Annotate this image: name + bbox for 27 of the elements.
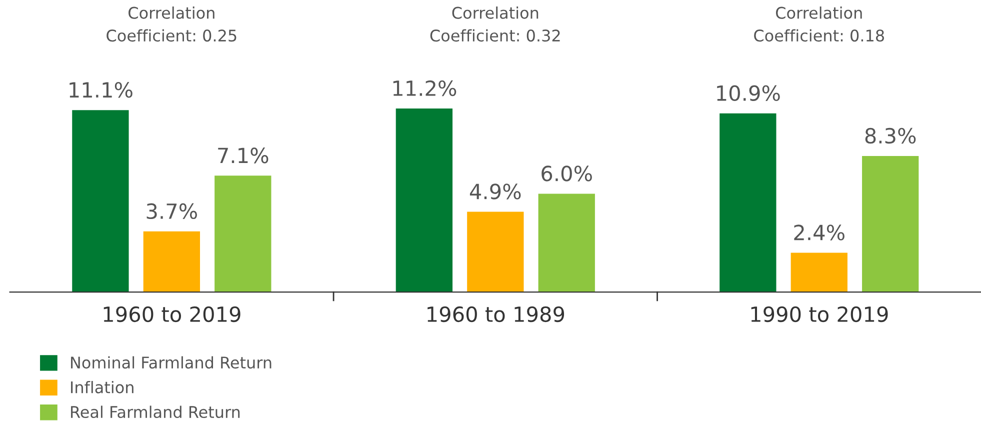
- bar: [467, 212, 524, 292]
- data-label: 7.1%: [218, 148, 268, 164]
- x-tick-label: 1990 to 2019: [751, 306, 888, 322]
- bar: [862, 156, 919, 292]
- legend-label: Inflation: [71, 380, 134, 394]
- bar: [72, 110, 129, 292]
- legend-label: Real Farmland Return: [71, 406, 240, 418]
- data-label: 11.1%: [70, 82, 132, 98]
- bar: [396, 108, 453, 292]
- bar: [143, 231, 200, 292]
- data-label: 6.0%: [542, 166, 592, 182]
- text: Correlation Coefficient: 0.32: [430, 6, 560, 42]
- x-tick-label: 1960 to 2019: [104, 306, 240, 322]
- data-label: 8.3%: [865, 128, 916, 144]
- data-label: 10.9%: [717, 85, 780, 102]
- bar: [790, 252, 848, 292]
- text: Correlation Coefficient: 0.25: [106, 6, 236, 42]
- data-label: 3.7%: [146, 203, 197, 220]
- data-label: 4.9%: [470, 184, 521, 200]
- text: Correlation Coefficient: 0.18: [754, 6, 884, 42]
- legend-label: Nominal Farmland Return: [71, 356, 272, 369]
- bar: [538, 194, 595, 292]
- bar: [720, 113, 776, 292]
- data-label: 11.2%: [393, 80, 456, 96]
- bar: [214, 176, 272, 292]
- data-label: 2.4%: [794, 224, 844, 240]
- x-tick-label: 1960 to 1989: [428, 306, 564, 322]
